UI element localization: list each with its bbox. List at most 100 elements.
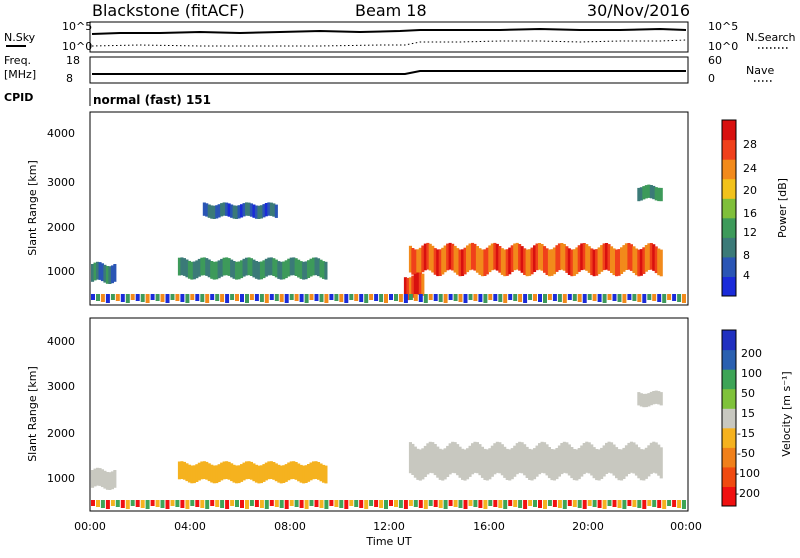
ground-scatter-cell: [533, 294, 537, 301]
heatmap-cell: [647, 393, 651, 407]
heatmap-cell: [113, 264, 117, 282]
heatmap-cell: [557, 445, 561, 477]
heatmap-cell: [639, 249, 643, 276]
heatmap-cell: [433, 248, 437, 275]
ground-scatter-cell: [498, 294, 503, 302]
heatmap-cell: [592, 249, 596, 277]
velocity-cbar-label: Velocity [m s⁻¹]: [780, 371, 793, 456]
ground-scatter-cell: [597, 500, 602, 508]
heatmap-cell: [652, 244, 656, 271]
heatmap-cell: [577, 448, 581, 480]
heatmap-cell: [235, 261, 239, 280]
heatmap-cell: [639, 393, 643, 407]
heatmap-cell: [192, 465, 196, 484]
heatmap-cell: [528, 249, 532, 276]
ground-scatter-cell: [682, 294, 686, 303]
ground-scatter-cell: [617, 500, 622, 508]
heatmap-cell: [312, 257, 316, 276]
ground-scatter-cell: [225, 294, 230, 303]
ground-scatter-cell: [299, 500, 304, 508]
heatmap-cell: [540, 441, 544, 473]
heatmap-cell: [421, 448, 425, 480]
heatmap-cell: [493, 242, 497, 270]
heatmap-cell: [297, 259, 301, 278]
ground-scatter-cell: [413, 294, 418, 301]
ground-scatter-cell: [125, 500, 130, 509]
heatmap-cell: [190, 465, 194, 484]
heatmap-cell: [237, 465, 241, 484]
heatmap-cell: [307, 260, 311, 278]
heatmap-cell: [277, 464, 281, 483]
ground-scatter-cell: [508, 500, 513, 506]
heatmap-cell: [461, 448, 465, 480]
ground-scatter-cell: [264, 500, 269, 509]
ground-scatter-cell: [602, 294, 607, 303]
colorbar-swatch: [722, 120, 736, 141]
ground-scatter-cell: [259, 500, 264, 508]
heatmap-cell: [493, 443, 497, 475]
heatmap-cell: [197, 258, 201, 277]
heatmap-cell: [242, 258, 246, 277]
heatmap-cell: [180, 257, 184, 276]
heatmap-cell: [438, 448, 442, 480]
heatmap-cell: [552, 449, 556, 481]
ground-scatter-cell: [612, 500, 617, 507]
ground-scatter-cell: [632, 294, 637, 301]
ground-scatter-cell: [622, 500, 627, 509]
heatmap-cell: [232, 464, 236, 483]
heatmap-cell: [227, 258, 231, 276]
heatmap-cell: [257, 205, 261, 219]
xtick-0400: 04:00: [174, 520, 206, 533]
heatmap-cell: [639, 449, 643, 481]
ground-scatter-cell: [369, 294, 374, 300]
heatmap-cell: [644, 185, 648, 199]
heatmap-cell: [533, 245, 537, 272]
heatmap-cell: [205, 258, 209, 276]
ground-scatter-cell: [398, 294, 403, 302]
ground-scatter-cell: [91, 500, 95, 506]
heatmap-cell: [642, 186, 646, 200]
heatmap-cell: [242, 203, 246, 217]
heatmap-cell: [426, 443, 430, 475]
velocity-cbar-tick-neg15: -15: [737, 427, 755, 440]
heatmap-cell: [471, 443, 475, 475]
heatmap-cell: [272, 258, 276, 276]
heatmap-cell: [528, 448, 532, 480]
heatmap-cell: [659, 392, 663, 406]
heatmap-cell: [647, 243, 651, 270]
ground-scatter-cell: [478, 294, 483, 302]
ground-scatter-cell: [632, 500, 637, 507]
heatmap-cell: [93, 468, 97, 487]
ground-scatter-cell: [329, 294, 334, 300]
heatmap-cell: [302, 465, 306, 484]
noise-tick-right-bottom: 10^0: [708, 40, 738, 53]
ground-scatter-cell: [254, 294, 259, 301]
ground-scatter-cell: [245, 500, 249, 509]
heatmap-cell: [431, 442, 435, 474]
heatmap-cell: [100, 469, 104, 488]
heatmap-cell: [605, 243, 609, 270]
colorbar-swatch: [722, 388, 736, 409]
heatmap-cell: [538, 443, 542, 475]
heatmap-cell: [274, 259, 278, 278]
heatmap-cell: [195, 464, 199, 482]
ground-scatter-cell: [135, 500, 140, 507]
ground-scatter-cell: [662, 500, 667, 509]
heatmap-cell: [503, 446, 507, 478]
power-cbar-tick-20: 20: [743, 184, 757, 197]
heatmap-cell: [277, 261, 281, 279]
xtick-1600: 16:00: [473, 520, 505, 533]
heatmap-cell: [177, 461, 181, 480]
nave-label: Nave: [746, 64, 774, 77]
heatmap-cell: [659, 447, 663, 479]
heatmap-cell: [110, 265, 114, 284]
ground-scatter-cell: [672, 500, 677, 507]
ground-scatter-cell: [374, 500, 379, 507]
heatmap-cell: [242, 462, 246, 481]
heatmap-cell: [292, 257, 296, 276]
noise-tick-left-bottom: 10^0: [62, 40, 92, 53]
heatmap-cell: [182, 258, 186, 276]
ground-scatter-cell: [200, 294, 205, 302]
heatmap-cell: [187, 260, 191, 279]
ground-scatter-cell: [190, 294, 195, 300]
